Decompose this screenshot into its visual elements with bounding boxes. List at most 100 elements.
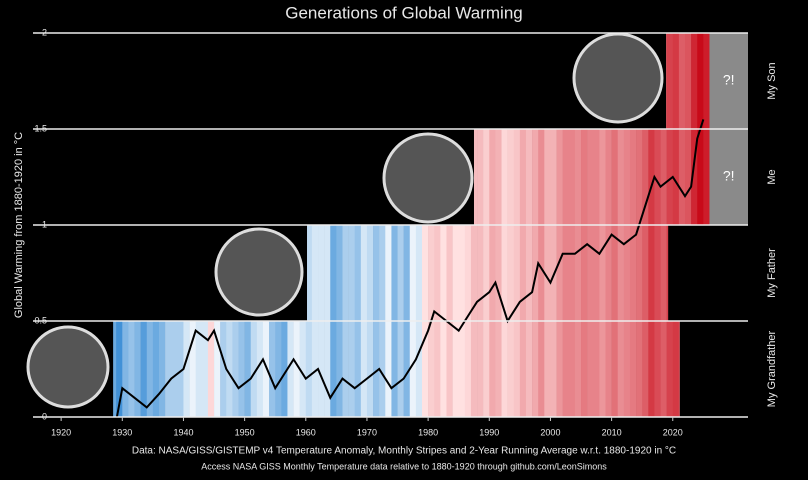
stripe (177, 321, 184, 417)
stripe (678, 321, 680, 417)
stripe (152, 321, 160, 417)
stripe (532, 129, 539, 225)
stripe (165, 321, 172, 417)
stripe (617, 129, 625, 225)
stripe (672, 321, 680, 417)
stripe (348, 321, 356, 417)
y-tick-label: 0 (42, 411, 47, 421)
stripe (636, 321, 643, 417)
stripe (562, 225, 570, 321)
stripe (587, 225, 594, 321)
stripe (464, 321, 472, 417)
stripe (495, 225, 502, 321)
stripe (525, 321, 533, 417)
stripe (421, 225, 429, 321)
stripe (507, 225, 515, 321)
stripe (483, 225, 490, 321)
stripe (623, 129, 631, 225)
stripe (250, 321, 258, 417)
stripe (415, 225, 423, 321)
stripe (617, 225, 625, 321)
stripe (525, 129, 533, 225)
stripe (550, 321, 557, 417)
row-label: My Son (766, 62, 778, 99)
stripe (183, 321, 190, 417)
stripe (611, 321, 619, 417)
y-tick-label: 1.5 (34, 123, 47, 133)
stripe (587, 129, 594, 225)
stripe (373, 225, 380, 321)
stripe (311, 225, 319, 321)
stripe (324, 225, 331, 321)
stripe (354, 225, 362, 321)
row-label: Me (766, 169, 778, 184)
stripe (269, 321, 276, 417)
stripe (697, 33, 704, 129)
line (91, 119, 705, 423)
stripe (623, 321, 631, 417)
stripe (678, 129, 686, 225)
stripe (470, 321, 478, 417)
stripe (342, 321, 349, 417)
stripe (446, 225, 453, 321)
unknown-box (709, 129, 748, 225)
stripe (605, 321, 612, 417)
stripe (483, 321, 490, 417)
stripe (648, 129, 655, 225)
stripe (544, 225, 551, 321)
stripe (473, 129, 478, 225)
stripe (574, 225, 582, 321)
stripe (519, 225, 527, 321)
stripe (556, 225, 563, 321)
stripe (238, 321, 245, 417)
stripe (428, 225, 435, 321)
stripe (574, 129, 582, 225)
stripe (538, 225, 545, 321)
stripe (617, 321, 625, 417)
x-tick-label: 1930 (112, 427, 132, 437)
stripe (544, 129, 551, 225)
stripe (452, 321, 459, 417)
stripe (581, 129, 588, 225)
stripe (636, 129, 643, 225)
stripe (397, 225, 404, 321)
stripe (538, 321, 545, 417)
stripe (128, 321, 135, 417)
stripe (458, 225, 466, 321)
stripe (599, 321, 606, 417)
photo-son (572, 32, 664, 124)
stripe (470, 225, 478, 321)
stripe (525, 225, 533, 321)
stripe (691, 33, 698, 129)
stripe (336, 225, 343, 321)
stripe (703, 33, 710, 129)
stripe (629, 321, 637, 417)
stripe (379, 225, 386, 321)
stripe (232, 321, 239, 417)
stripe (354, 321, 362, 417)
stripe (207, 321, 215, 417)
stripe (391, 321, 398, 417)
stripe (330, 225, 337, 321)
stripe (581, 321, 588, 417)
stripe (489, 225, 496, 321)
stripe (113, 321, 117, 417)
stripe (660, 225, 667, 321)
stripe (281, 321, 288, 417)
stripe (519, 321, 527, 417)
y-axis-label: Global Warming from 1880-1920 in °C (13, 132, 25, 318)
stripe (501, 129, 508, 225)
plot-area (91, 33, 748, 423)
stripe (452, 225, 459, 321)
stripe (440, 321, 447, 417)
stripe (654, 321, 661, 417)
stripe (611, 129, 619, 225)
x-tick-label: 1960 (296, 427, 316, 437)
stripe (256, 321, 264, 417)
stripe (324, 321, 331, 417)
stripe (342, 225, 349, 321)
stripe (599, 129, 606, 225)
stripe (605, 225, 612, 321)
y-tick-label: 0.5 (34, 315, 47, 325)
stripe (415, 321, 423, 417)
